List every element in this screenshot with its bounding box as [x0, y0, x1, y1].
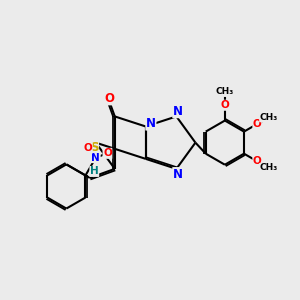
Text: CH₃: CH₃	[260, 113, 278, 122]
Text: O: O	[103, 148, 112, 158]
Text: O: O	[253, 119, 262, 129]
Text: N: N	[146, 117, 156, 130]
Text: N: N	[173, 168, 183, 181]
Text: O: O	[104, 92, 114, 105]
Text: CH₃: CH₃	[260, 164, 278, 172]
Text: O: O	[220, 100, 229, 110]
Text: O: O	[83, 143, 92, 153]
Text: H: H	[90, 167, 99, 176]
Text: N: N	[173, 105, 183, 118]
Text: S: S	[90, 141, 98, 154]
Text: N: N	[92, 153, 100, 163]
Text: O: O	[253, 156, 262, 166]
Text: CH₃: CH₃	[216, 88, 234, 97]
